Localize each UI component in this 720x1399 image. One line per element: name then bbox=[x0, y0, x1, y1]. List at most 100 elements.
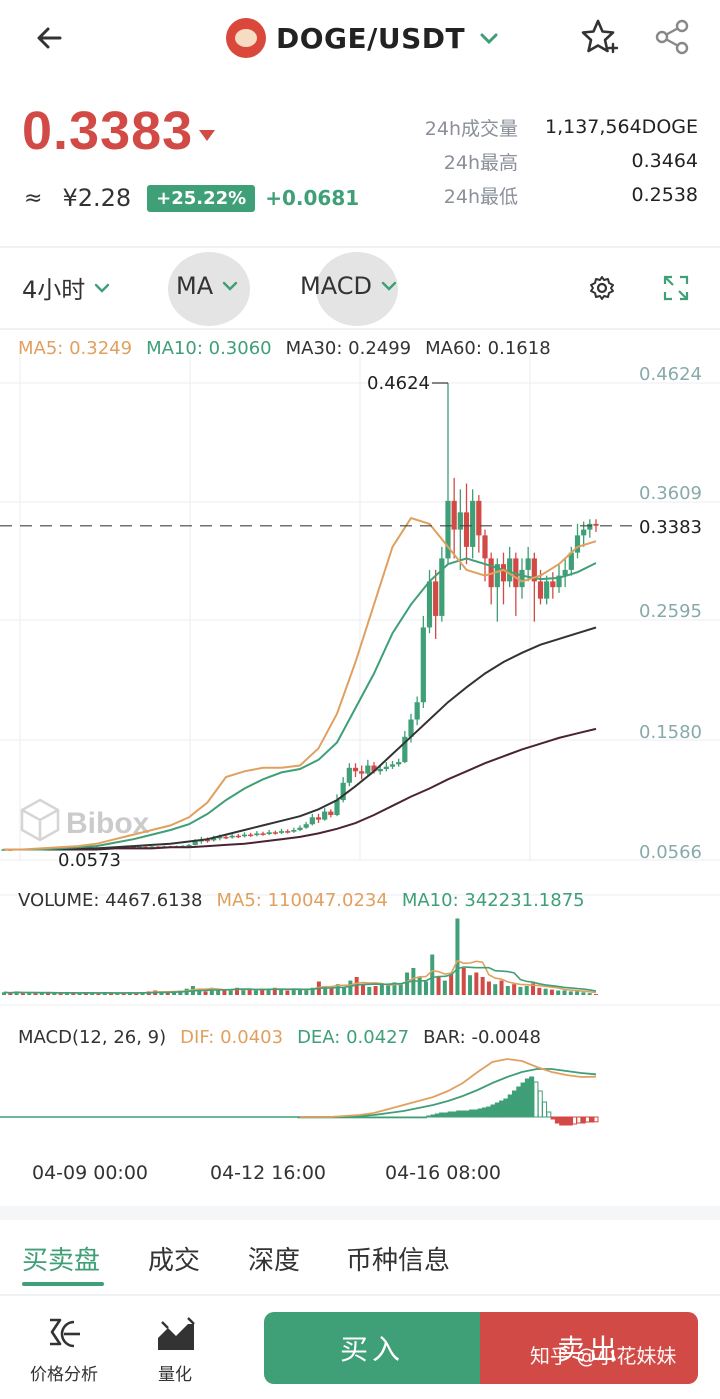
candle-up bbox=[254, 833, 260, 836]
candle-up bbox=[241, 834, 248, 837]
candle-up bbox=[426, 581, 433, 628]
volume-bar bbox=[348, 980, 353, 995]
volume-bar bbox=[109, 993, 114, 995]
fullscreen-icon[interactable] bbox=[662, 274, 690, 302]
macd-bar bbox=[421, 1116, 427, 1119]
macd-bar bbox=[473, 1109, 479, 1118]
candle-up bbox=[309, 817, 315, 825]
macd-bar bbox=[439, 1112, 445, 1118]
pair-name: DOGE/USDT bbox=[276, 21, 466, 55]
volume-value: VOLUME: 4467.6138 bbox=[18, 890, 203, 911]
tab-trades[interactable]: 成交 bbox=[148, 1246, 201, 1276]
volume-bar bbox=[537, 987, 542, 995]
volume-bar bbox=[96, 993, 101, 995]
macd-bar bbox=[434, 1113, 440, 1118]
stat-volume: 24h成交量 1,137,564DOGE bbox=[398, 110, 698, 144]
candle-up bbox=[587, 523, 593, 530]
star-add-icon[interactable] bbox=[578, 16, 620, 58]
macd-bar bbox=[361, 1116, 367, 1119]
volume-bar bbox=[436, 977, 441, 995]
volume-bar bbox=[455, 918, 460, 995]
quant-label[interactable]: 量化 bbox=[158, 1365, 192, 1385]
current-price-label: 0.3383 bbox=[639, 517, 702, 538]
gear-icon[interactable] bbox=[588, 274, 616, 302]
active-tab-indicator bbox=[22, 1282, 104, 1286]
time-tick: 04-12 16:00 bbox=[210, 1162, 327, 1184]
time-tick: 04-09 00:00 bbox=[32, 1162, 149, 1184]
chevron-down-icon bbox=[95, 283, 110, 293]
price-tick: 0.4624 bbox=[639, 364, 702, 385]
volume-bar bbox=[367, 986, 372, 995]
chevron-down-icon bbox=[222, 281, 238, 291]
approx-symbol: ≈ bbox=[24, 185, 43, 211]
quant-icon[interactable] bbox=[154, 1314, 198, 1354]
volume-bar bbox=[499, 980, 504, 995]
macd-bar bbox=[366, 1116, 372, 1119]
price-analysis-icon[interactable] bbox=[44, 1314, 88, 1354]
price-axis: 0.4624 0.3609 0.2595 0.1580 0.0566 0.4624 0.05… bbox=[58, 364, 702, 871]
candle-up bbox=[291, 829, 297, 832]
candle-down bbox=[531, 558, 537, 582]
time-tick: 04-16 08:00 bbox=[385, 1162, 502, 1184]
pair-selector[interactable]: DOGE/USDT bbox=[226, 14, 501, 62]
macd-bar bbox=[374, 1116, 380, 1119]
volume-bar bbox=[52, 993, 57, 995]
volume-bar bbox=[379, 983, 384, 995]
share-icon[interactable] bbox=[652, 16, 694, 58]
candle-up bbox=[334, 800, 340, 816]
volume-bar bbox=[27, 992, 32, 995]
timeframe-selector[interactable]: 4小时 bbox=[22, 270, 111, 305]
kline-chart[interactable]: Bibox 0.46240.36090.25950.15800.05660.46… bbox=[0, 0, 720, 1220]
chevron-down-icon bbox=[480, 33, 498, 45]
volume-bar bbox=[197, 989, 202, 995]
volume-bar bbox=[77, 993, 82, 995]
volume-bar bbox=[291, 989, 296, 995]
macd-bar bbox=[584, 1116, 590, 1123]
candle-up bbox=[266, 832, 272, 835]
macd-bar bbox=[430, 1114, 436, 1118]
candle-up bbox=[519, 569, 525, 588]
tab-depth[interactable]: 深度 bbox=[248, 1246, 301, 1276]
candle-up bbox=[278, 831, 285, 833]
candle-up bbox=[346, 767, 352, 783]
ma10-line bbox=[4, 557, 597, 851]
volume-bar bbox=[203, 991, 208, 995]
price-sub-row: ≈ ¥2.28 +25.22% +0.0681 bbox=[24, 184, 359, 212]
price-analysis-label[interactable]: 价格分析 bbox=[30, 1365, 98, 1385]
candle-up bbox=[322, 811, 328, 820]
volume-bar bbox=[209, 987, 214, 995]
volume-bar bbox=[235, 987, 240, 995]
sell-button[interactable]: 卖出 bbox=[480, 1312, 698, 1384]
macd-bar bbox=[533, 1081, 539, 1118]
chart-toolbar: 4小时 MA MACD bbox=[0, 250, 720, 326]
candle-up bbox=[568, 552, 574, 570]
main-indicator-selector[interactable]: MA bbox=[176, 272, 239, 300]
tab-coin-info[interactable]: 币种信息 bbox=[346, 1246, 451, 1276]
sub-indicator-selector[interactable]: MACD bbox=[300, 272, 398, 300]
current-price-line: 0.3383 bbox=[0, 517, 702, 538]
divider bbox=[0, 246, 720, 248]
candle-up bbox=[396, 762, 402, 765]
macd-bar bbox=[383, 1116, 389, 1119]
main-indicator-label: MA bbox=[176, 272, 214, 300]
macd-bar bbox=[404, 1116, 410, 1119]
volume-bar bbox=[398, 984, 403, 995]
volume-bar bbox=[329, 987, 334, 995]
volume-bar bbox=[64, 992, 69, 995]
macd-bar bbox=[511, 1090, 517, 1118]
price-tick: 0.1580 bbox=[639, 722, 702, 743]
macd-bar bbox=[400, 1116, 406, 1119]
volume-bar bbox=[83, 992, 88, 995]
macd-bar bbox=[542, 1101, 548, 1118]
back-arrow-icon[interactable] bbox=[30, 18, 74, 58]
macd-bar bbox=[524, 1078, 530, 1118]
buy-button[interactable]: 买入 bbox=[264, 1312, 480, 1384]
volume-bar bbox=[493, 984, 498, 995]
candle-up bbox=[507, 558, 513, 582]
candle-down bbox=[550, 581, 556, 588]
top-bar: DOGE/USDT bbox=[0, 0, 720, 76]
tab-order-book[interactable]: 买卖盘 bbox=[22, 1246, 101, 1276]
ma10-value: MA10: 0.3060 bbox=[146, 338, 272, 359]
volume-bar bbox=[468, 975, 473, 995]
macd-bar bbox=[443, 1112, 449, 1118]
